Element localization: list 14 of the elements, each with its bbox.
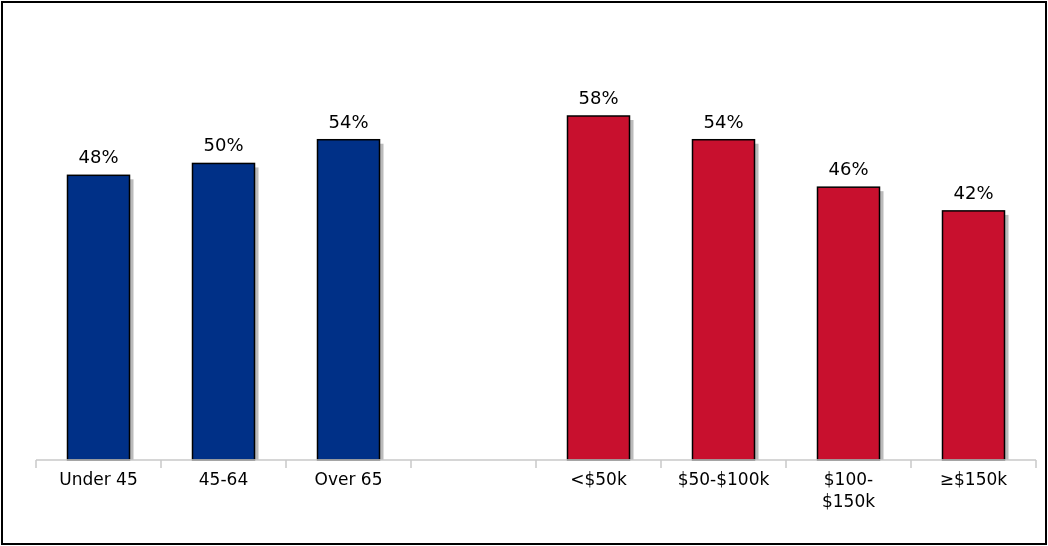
- data-label: 58%: [578, 87, 619, 108]
- data-label: 42%: [953, 181, 994, 203]
- data-label: 46%: [828, 158, 869, 180]
- x-tick-label: Under 45: [59, 469, 138, 489]
- x-tick-label: Over 65: [314, 469, 383, 489]
- x-tick-label: <$50k: [570, 469, 627, 489]
- x-tick-label: $50-$100k: [677, 469, 770, 489]
- data-label: 50%: [203, 134, 244, 156]
- x-tick-label: 45-64: [198, 469, 249, 489]
- data-label: 48%: [78, 146, 119, 168]
- x-tick-label: ≥$150k: [939, 469, 1008, 489]
- x-tick-label: $100-$150k: [821, 469, 876, 511]
- data-label: 54%: [328, 110, 369, 132]
- data-label: 54%: [703, 110, 744, 132]
